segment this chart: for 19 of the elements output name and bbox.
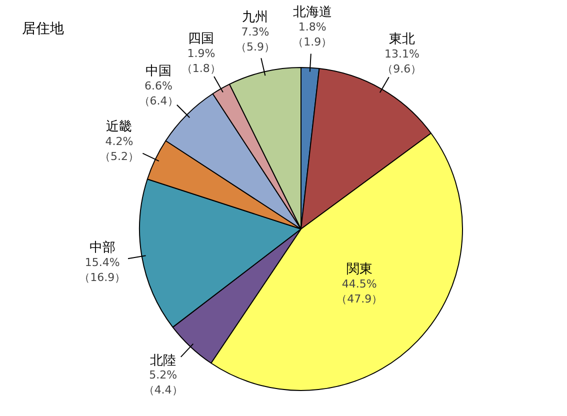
slice-label: 東北 <box>388 32 415 47</box>
slice-label: 四国 <box>188 31 214 46</box>
text: 居住地 <box>22 20 64 38</box>
data-label: 1.8% （1.9） <box>292 20 332 49</box>
slice-label: 北海道 <box>292 5 332 20</box>
data-label: 1.9% （1.8） <box>181 46 221 75</box>
slice-label: 近畿 <box>106 119 132 134</box>
slice-label: 北陸 <box>150 353 176 368</box>
data-label: 15.4% （16.9） <box>79 256 126 284</box>
slice-label: 中部 <box>89 240 116 256</box>
data-label: 44.5% （47.9） <box>336 278 383 306</box>
data-label: 13.1% （9.6） <box>382 47 422 76</box>
slice-label: 中国 <box>146 64 172 79</box>
slice-label: 九州 <box>242 10 268 26</box>
data-label: 7.3% （5.9） <box>235 26 275 54</box>
data-label: 4.2% （5.2） <box>99 134 139 163</box>
data-label: 5.2% （4.4） <box>143 368 183 397</box>
slice-label: 関東 <box>346 262 372 278</box>
data-label: 6.6% （6.4） <box>138 79 178 108</box>
